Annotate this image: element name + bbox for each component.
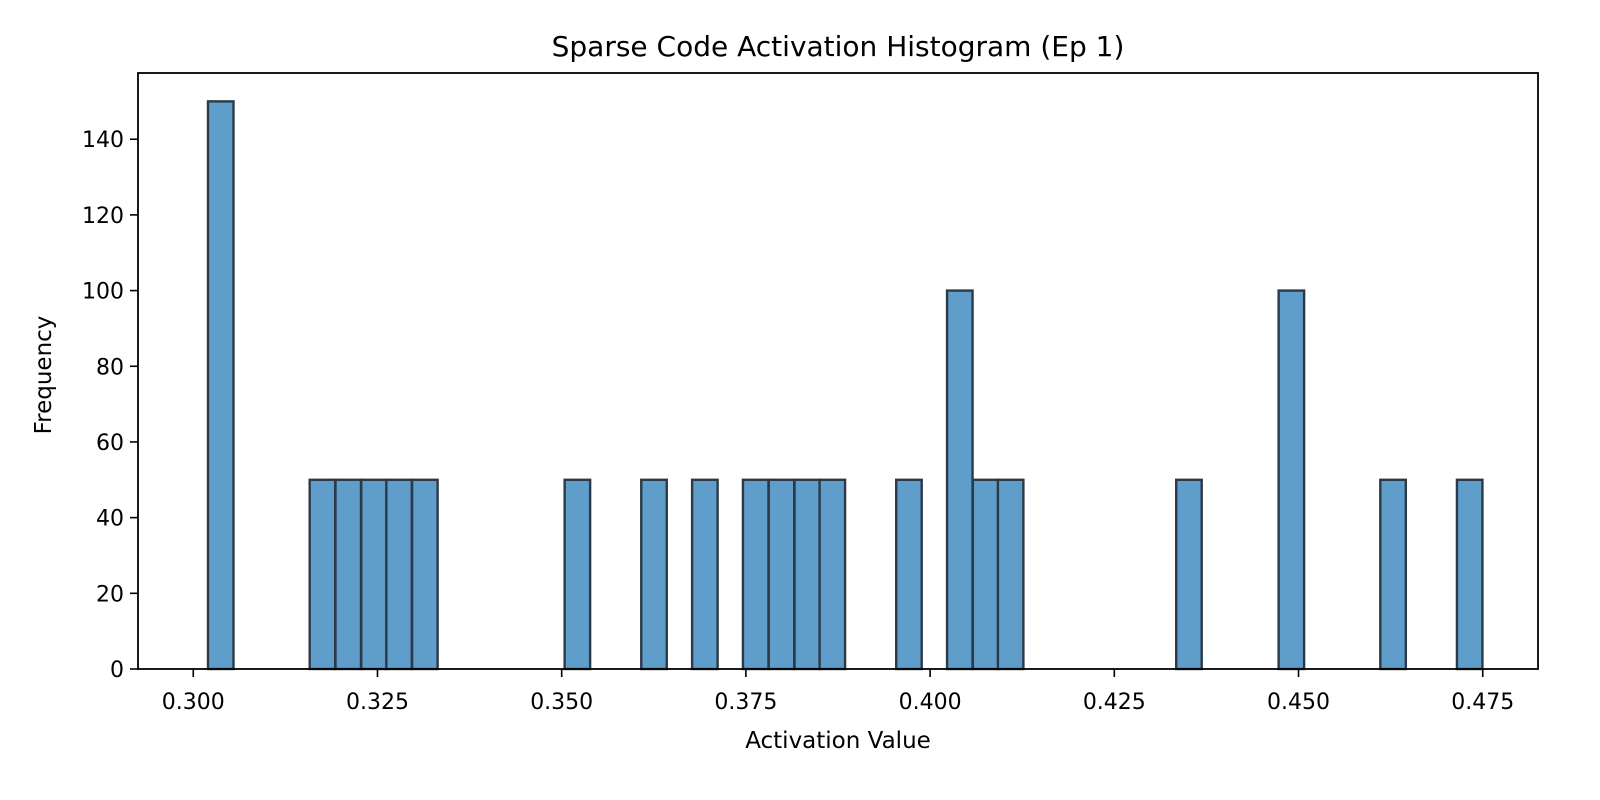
- histogram-bar: [793, 478, 822, 671]
- histogram-bar: [360, 478, 388, 671]
- histogram-bar: [690, 478, 719, 671]
- x-axis-ticks: 0.300 0.325 0.350 0.375 0.400 0.425 0.450 0.475: [162, 669, 1514, 715]
- histogram-bar: [741, 478, 770, 671]
- y-tick-label: 0: [110, 658, 124, 683]
- histogram-bar: [1455, 478, 1484, 671]
- y-tick-label: 60: [96, 431, 124, 456]
- plot-frame: [137, 72, 1539, 670]
- y-tick-label: 140: [82, 128, 124, 153]
- histogram-bar: [334, 478, 363, 671]
- x-tick-label: 0.350: [530, 690, 593, 715]
- histogram-bar: [1175, 478, 1203, 671]
- y-axis-label: Frequency: [31, 316, 57, 435]
- y-tick-label: 120: [82, 204, 124, 229]
- histogram-bar: [385, 478, 414, 671]
- histogram-bar: [308, 478, 337, 671]
- y-tick-label: 100: [82, 280, 124, 305]
- x-tick-label: 0.375: [714, 690, 777, 715]
- histogram-bar: [767, 478, 796, 671]
- histogram-bar: [971, 478, 1000, 671]
- histogram-bar: [1277, 289, 1306, 671]
- histogram-bar: [895, 478, 923, 671]
- histogram-bar: [563, 478, 592, 671]
- x-tick-label: 0.450: [1267, 690, 1330, 715]
- x-tick-label: 0.475: [1451, 690, 1514, 715]
- x-tick-label: 0.400: [899, 690, 962, 715]
- histogram-bar: [1379, 478, 1408, 671]
- histogram-bar: [206, 100, 235, 671]
- x-axis-label: Activation Value: [745, 728, 931, 754]
- y-axis-ticks: 0 20 40 60 80 100 120 140: [82, 128, 138, 683]
- histogram-bar: [996, 478, 1025, 671]
- histogram-bar: [818, 478, 847, 671]
- chart-title: Sparse Code Activation Histogram (Ep 1): [552, 30, 1125, 63]
- x-tick-label: 0.425: [1083, 690, 1146, 715]
- y-tick-label: 80: [96, 355, 124, 380]
- bars-group: [206, 100, 1484, 671]
- x-tick-label: 0.300: [162, 690, 225, 715]
- y-tick-label: 20: [96, 582, 124, 607]
- y-tick-label: 40: [96, 507, 124, 532]
- histogram-bar: [945, 289, 974, 671]
- histogram-bar: [640, 478, 668, 671]
- x-tick-label: 0.325: [346, 690, 409, 715]
- histogram-bar: [410, 478, 439, 671]
